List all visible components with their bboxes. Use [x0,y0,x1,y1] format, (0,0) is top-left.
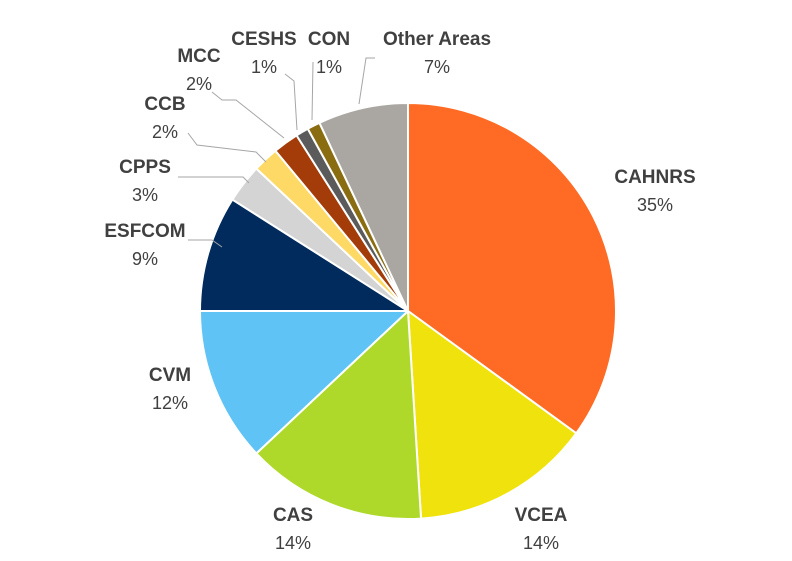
pie-slices [199,102,617,520]
pie-slice-other-areas [318,102,409,312]
leader-lines [178,57,375,248]
slice-label-mcc: MCC [177,46,221,67]
leader-line-ceshs [284,73,298,131]
slice-label-ceshs: CESHS [231,29,296,50]
slice-value-cpps: 3% [132,185,158,205]
slice-label-other-areas: Other Areas [383,29,491,50]
slice-value-cahnrs: 35% [637,195,673,215]
leader-line-ccb [187,132,267,163]
slice-label-ccb: CCB [144,94,185,115]
leader-line-other-areas [358,57,375,105]
slice-value-esfcom: 9% [132,249,158,269]
slice-label-cahnrs: CAHNRS [614,167,695,188]
slice-value-ceshs: 1% [251,57,277,77]
pie-slice-vcea [407,310,578,520]
leader-line-cpps [178,176,250,184]
slice-label-esfcom: ESFCOM [104,221,185,242]
pie-slice-cas [255,310,423,520]
slice-value-cvm: 12% [152,393,188,413]
leader-line-esfcom [188,239,223,248]
slice-label-cpps: CPPS [119,157,171,178]
pie-slice-cvm [199,310,409,455]
slice-value-cas: 14% [275,533,311,553]
slice-value-vcea: 14% [523,533,559,553]
slice-value-con: 1% [316,57,342,77]
slice-label-cvm: CVM [149,365,191,386]
leader-line-con [311,61,314,121]
slice-value-ccb: 2% [152,122,178,142]
slice-labels: CAHNRS 35% VCEA 14% CAS 14% CVM 12% ESFCOM 9% CPPS… [104,29,695,553]
slice-label-cas: CAS [273,505,313,526]
pie-slice-esfcom [199,198,409,312]
pie-slice-cahnrs [407,102,617,435]
slice-label-vcea: VCEA [515,505,568,526]
slice-value-other-areas: 7% [424,57,450,77]
slice-value-mcc: 2% [186,74,212,94]
slice-label-con: CON [308,29,350,50]
leader-line-mcc [211,91,285,139]
